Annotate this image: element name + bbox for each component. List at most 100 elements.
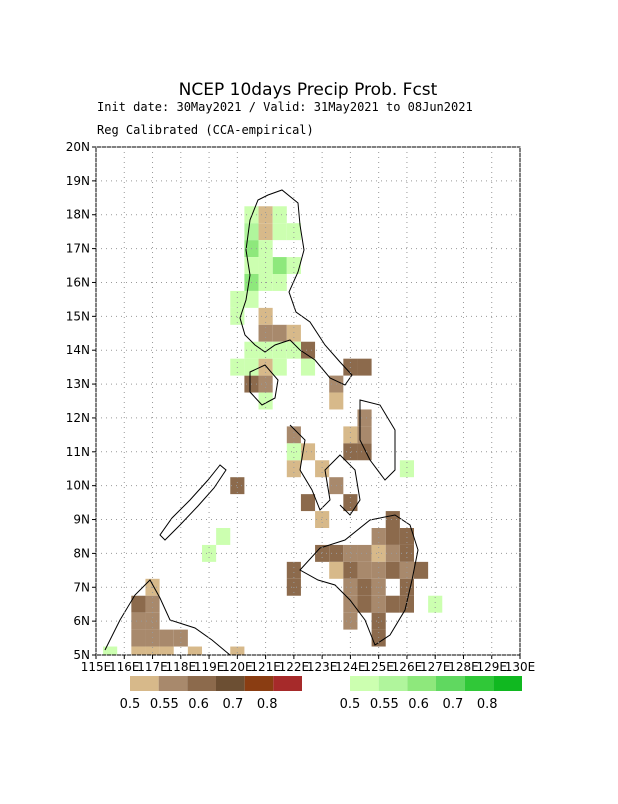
grid-cell	[343, 426, 358, 444]
grid-cell	[357, 578, 372, 596]
grid-cell	[244, 358, 259, 376]
y-tick-label: 6N	[73, 614, 90, 628]
x-tick-label: 120E	[222, 660, 253, 674]
plot-frame	[95, 146, 521, 656]
subtitle: Init date: 30May2021 / Valid: 31May2021 …	[97, 100, 473, 114]
grid-cell	[286, 223, 301, 241]
grid-cell	[258, 223, 273, 241]
grid-cell	[371, 561, 386, 579]
grid-cell	[145, 629, 160, 647]
coast-visayas	[289, 399, 396, 516]
grid-cell	[230, 646, 245, 655]
x-tick-label: 124E	[335, 660, 366, 674]
grid-cell	[357, 544, 372, 562]
colorbar-label: 0.8	[477, 697, 498, 712]
y-tick-label: 15N	[66, 309, 90, 323]
colorbar-label: 0.55	[150, 697, 179, 712]
grid-cell	[414, 561, 429, 579]
grid-cell	[399, 561, 414, 579]
grid-cell	[300, 358, 316, 376]
coast-palawan	[159, 464, 227, 541]
grid-cell	[385, 561, 400, 579]
colorbar-box	[244, 676, 274, 691]
chart-title: NCEP 10days Precip Prob. Fcst	[179, 80, 438, 100]
grid-cell	[131, 629, 146, 647]
grid-cell	[399, 595, 414, 613]
coast-luzon	[239, 189, 353, 386]
colorbar-label: 0.5	[340, 697, 361, 712]
grid-cell	[357, 358, 372, 376]
x-tick-label: 117E	[137, 660, 168, 674]
grid-cell	[371, 528, 386, 545]
x-tick-label: 126E	[392, 660, 423, 674]
y-tick-label: 12N	[66, 411, 90, 425]
grid-cell	[244, 290, 259, 308]
grid-cell	[286, 460, 301, 478]
y-tick-label: 20N	[66, 140, 90, 154]
grid-cell	[343, 612, 358, 630]
grid-cell	[428, 595, 443, 613]
colorbar-box	[273, 676, 302, 691]
x-tick-label: 125E	[363, 660, 394, 674]
x-tick-label: 130E	[505, 660, 536, 674]
grid-cell	[286, 443, 301, 461]
grid-cell	[371, 595, 386, 613]
grid-cell	[272, 257, 287, 274]
grid-cell	[371, 629, 386, 647]
y-tick-label: 16N	[66, 275, 90, 289]
colorbar-label: 0.7	[443, 697, 464, 712]
grid-cell	[272, 324, 287, 342]
grid-cell	[385, 528, 400, 545]
y-tick-label: 7N	[73, 580, 90, 594]
colorbar-label: 0.7	[223, 697, 244, 712]
grid-cell	[159, 629, 174, 647]
grid-cell	[258, 206, 273, 224]
y-tick-label: 5N	[73, 648, 90, 662]
y-tick-label: 11N	[66, 445, 90, 459]
grid-cell	[343, 544, 358, 562]
colorbar-label: 0.55	[370, 697, 399, 712]
colorbar-label: 0.8	[257, 697, 278, 712]
grid-cell	[272, 206, 287, 224]
grid-cell	[272, 358, 287, 376]
grid-cell	[300, 341, 316, 359]
x-tick-label: 118E	[166, 660, 197, 674]
grid-cell	[385, 595, 400, 613]
grid-cell	[286, 426, 301, 444]
grid-cell	[258, 240, 273, 258]
grid-cell	[300, 494, 316, 512]
grid-cell	[357, 443, 372, 461]
axes: 115E116E117E118E119E120E121E122E123E124E…	[66, 140, 536, 674]
colorbar-box	[464, 676, 494, 691]
grid-cell	[131, 612, 146, 630]
x-tick-label: 115E	[81, 660, 112, 674]
grid-cell	[329, 561, 344, 579]
grid-cell	[343, 561, 358, 579]
grid-cell	[244, 257, 259, 274]
colorbar-box	[436, 676, 465, 691]
subtitle: Reg Calibrated (CCA-empirical)	[97, 123, 314, 137]
coast-mindanao	[299, 514, 419, 646]
grid-cell	[202, 544, 217, 562]
grid-cell	[145, 646, 160, 655]
grid-cell	[272, 223, 287, 241]
x-tick-label: 123E	[307, 660, 338, 674]
coast-borneo	[104, 579, 231, 655]
colorbar-label: 0.5	[120, 697, 141, 712]
grid-cell	[145, 595, 160, 613]
grid-cell	[286, 561, 301, 579]
y-tick-label: 18N	[66, 208, 90, 222]
y-tick-label: 14N	[66, 343, 90, 357]
colorbar-box	[158, 676, 188, 691]
grid-cell	[343, 443, 358, 461]
y-tick-label: 17N	[66, 242, 90, 256]
grid-cell	[371, 544, 386, 562]
x-tick-label: 128E	[448, 660, 479, 674]
grid-cell	[230, 290, 245, 308]
grid-cell	[173, 629, 188, 647]
grid-cell	[315, 511, 330, 528]
x-tick-label: 122E	[279, 660, 310, 674]
grid-cell	[371, 612, 386, 630]
grid-cell	[159, 646, 174, 655]
